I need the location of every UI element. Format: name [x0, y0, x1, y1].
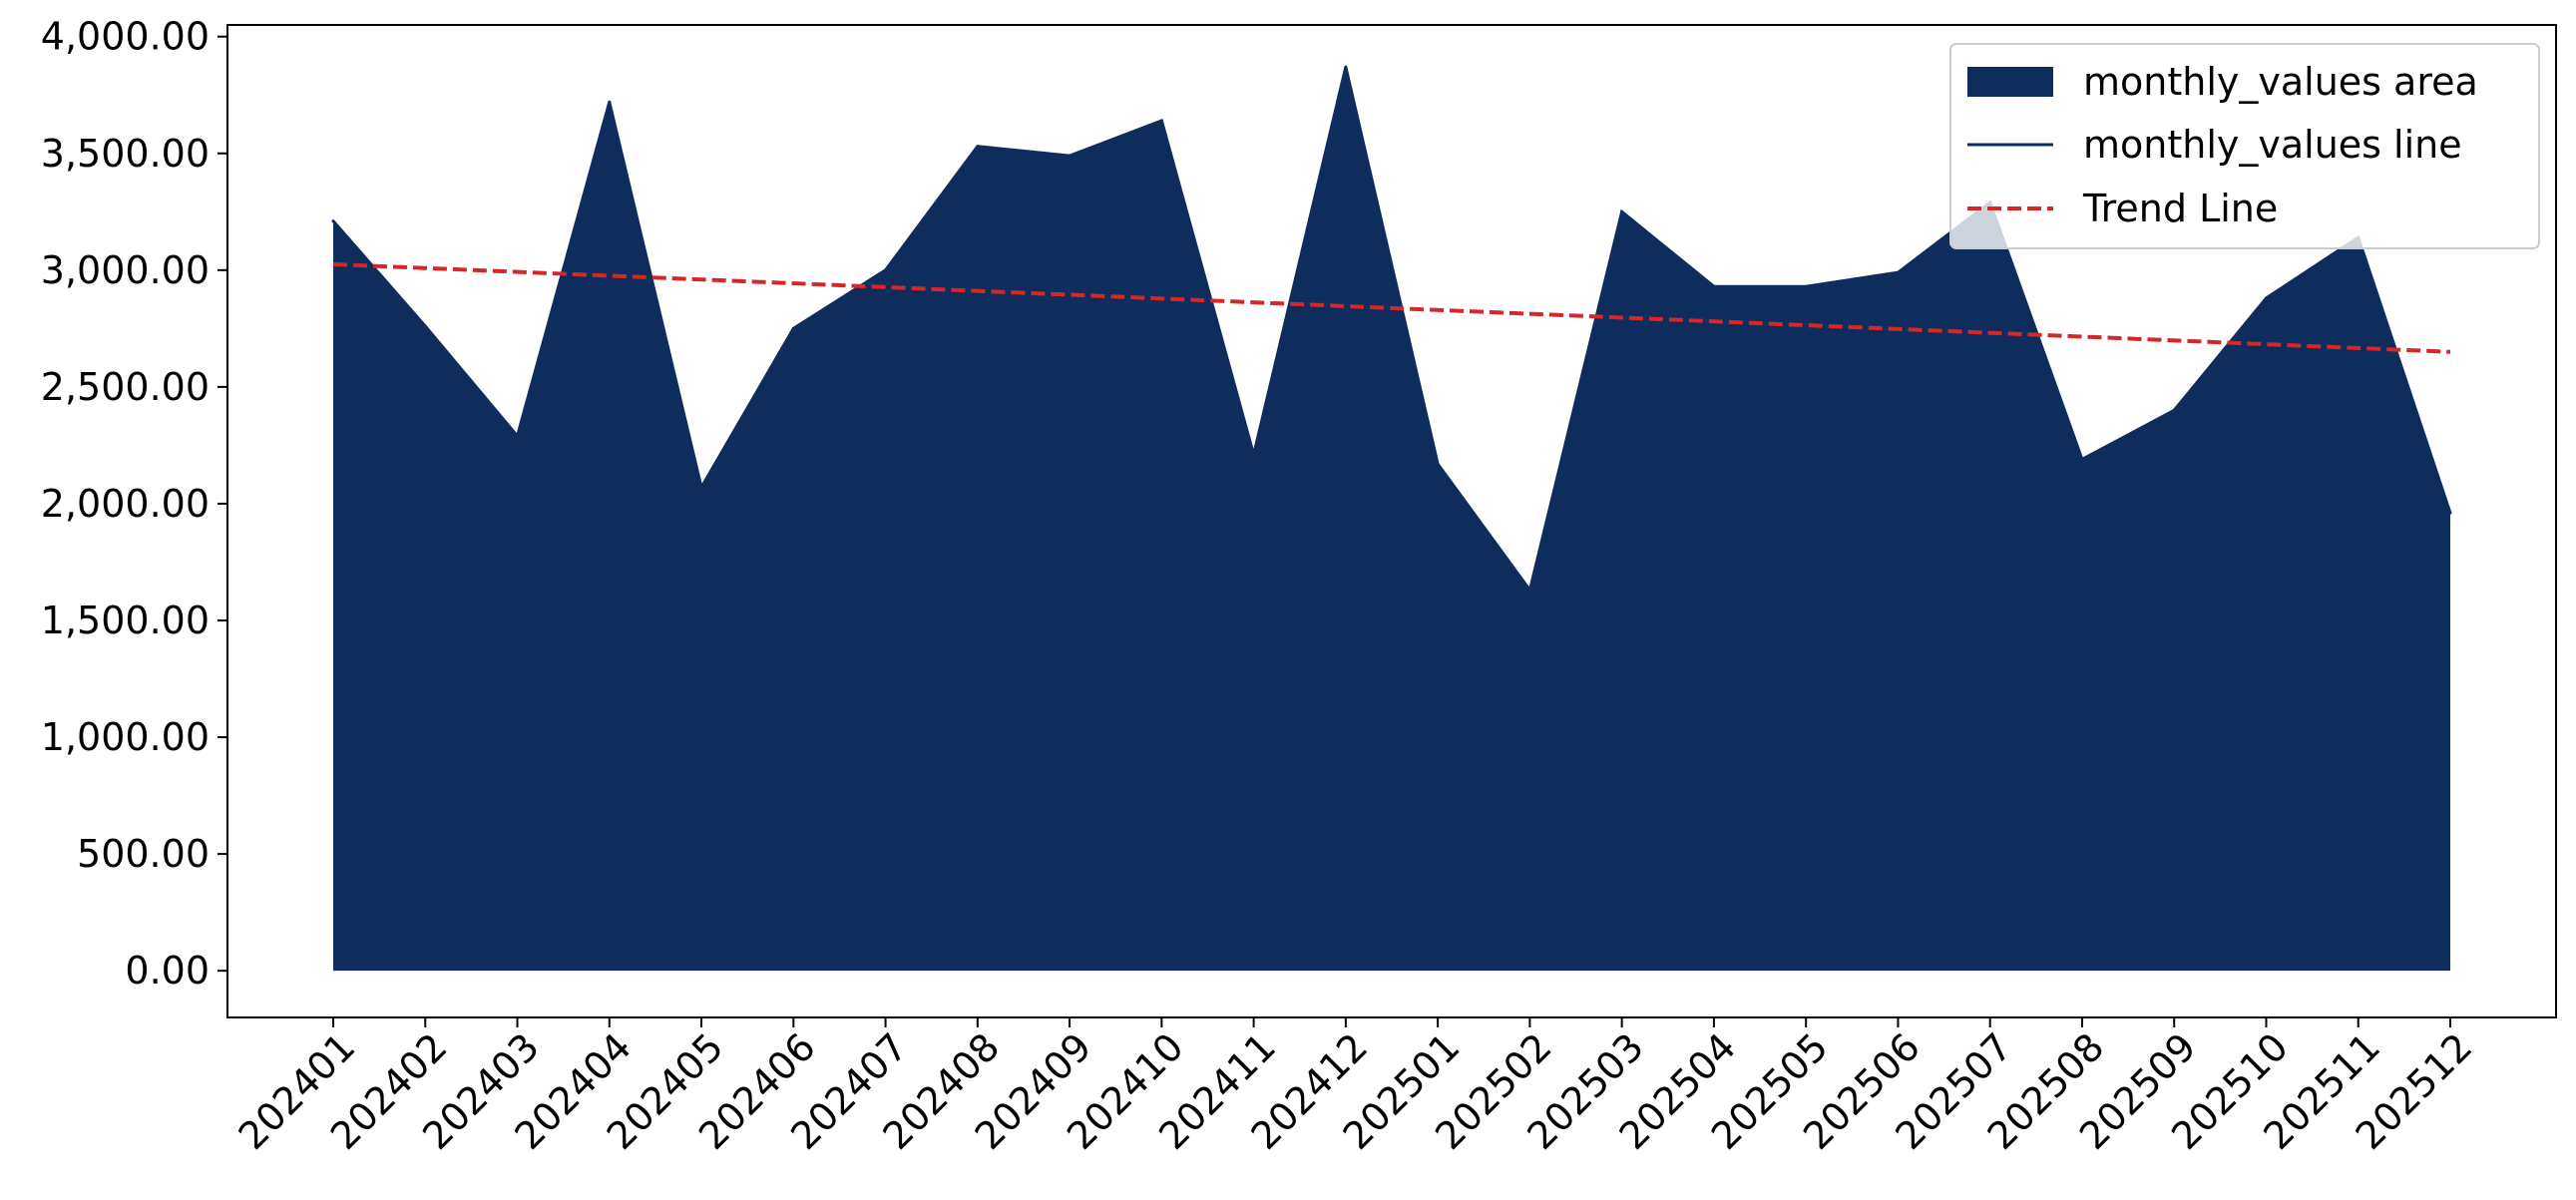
- trend-line: [332, 261, 2451, 354]
- data-point-202512: [2448, 511, 2452, 515]
- y-tick-label: 2,500.00: [41, 365, 210, 409]
- data-point-202502: [1527, 589, 1531, 593]
- data-point-202404: [608, 100, 612, 104]
- line-series-monthly-values: [331, 66, 2452, 595]
- data-point-202411: [1252, 453, 1256, 457]
- legend-swatch-area: [1967, 67, 2053, 97]
- data-point-202409: [1068, 154, 1072, 158]
- legend-label: monthly_values line: [2083, 123, 2462, 167]
- y-tick-label: 4,000.00: [41, 15, 210, 59]
- x-axis: 2024012024022024032024042024052024062024…: [230, 1017, 2480, 1158]
- plot-frame: [226, 24, 2557, 1018]
- area-series-monthly-values: [333, 67, 2450, 972]
- y-tick-label: 1,000.00: [41, 715, 210, 759]
- data-point-202506: [1896, 270, 1900, 274]
- y-tick-label: 0.00: [125, 949, 210, 993]
- data-point-202509: [2172, 408, 2176, 412]
- data-point-202407: [884, 268, 888, 272]
- data-point-202403: [516, 434, 520, 438]
- data-point-202402: [423, 324, 427, 328]
- data-point-202405: [699, 486, 703, 490]
- data-point-202505: [1804, 284, 1808, 288]
- y-tick-label: 3,000.00: [41, 248, 210, 292]
- data-point-202504: [1712, 284, 1716, 288]
- legend-label: Trend Line: [2082, 187, 2278, 230]
- data-point-202408: [976, 145, 980, 149]
- y-tick-label: 500.00: [77, 832, 210, 876]
- legend-box: [1949, 43, 2540, 249]
- y-tick-label: 3,500.00: [41, 132, 210, 176]
- plot-area: [226, 24, 2557, 1018]
- data-point-202501: [1436, 462, 1440, 466]
- data-point-202410: [1159, 119, 1163, 123]
- data-point-202406: [791, 326, 795, 330]
- y-axis: 0.00 500.00 1,000.00 1,500.00 2,000.00 2,500.…: [41, 15, 227, 993]
- legend: monthly_values area monthly_values line Tr…: [1949, 43, 2540, 249]
- data-point-202412: [1344, 65, 1348, 69]
- legend-label: monthly_values area: [2083, 60, 2478, 104]
- data-point-202508: [2080, 457, 2084, 461]
- y-tick-label: 1,500.00: [41, 599, 210, 642]
- data-point-202510: [2264, 296, 2268, 300]
- y-tick-label: 2,000.00: [41, 482, 210, 526]
- data-point-202503: [1620, 209, 1624, 213]
- data-point-202401: [331, 219, 335, 223]
